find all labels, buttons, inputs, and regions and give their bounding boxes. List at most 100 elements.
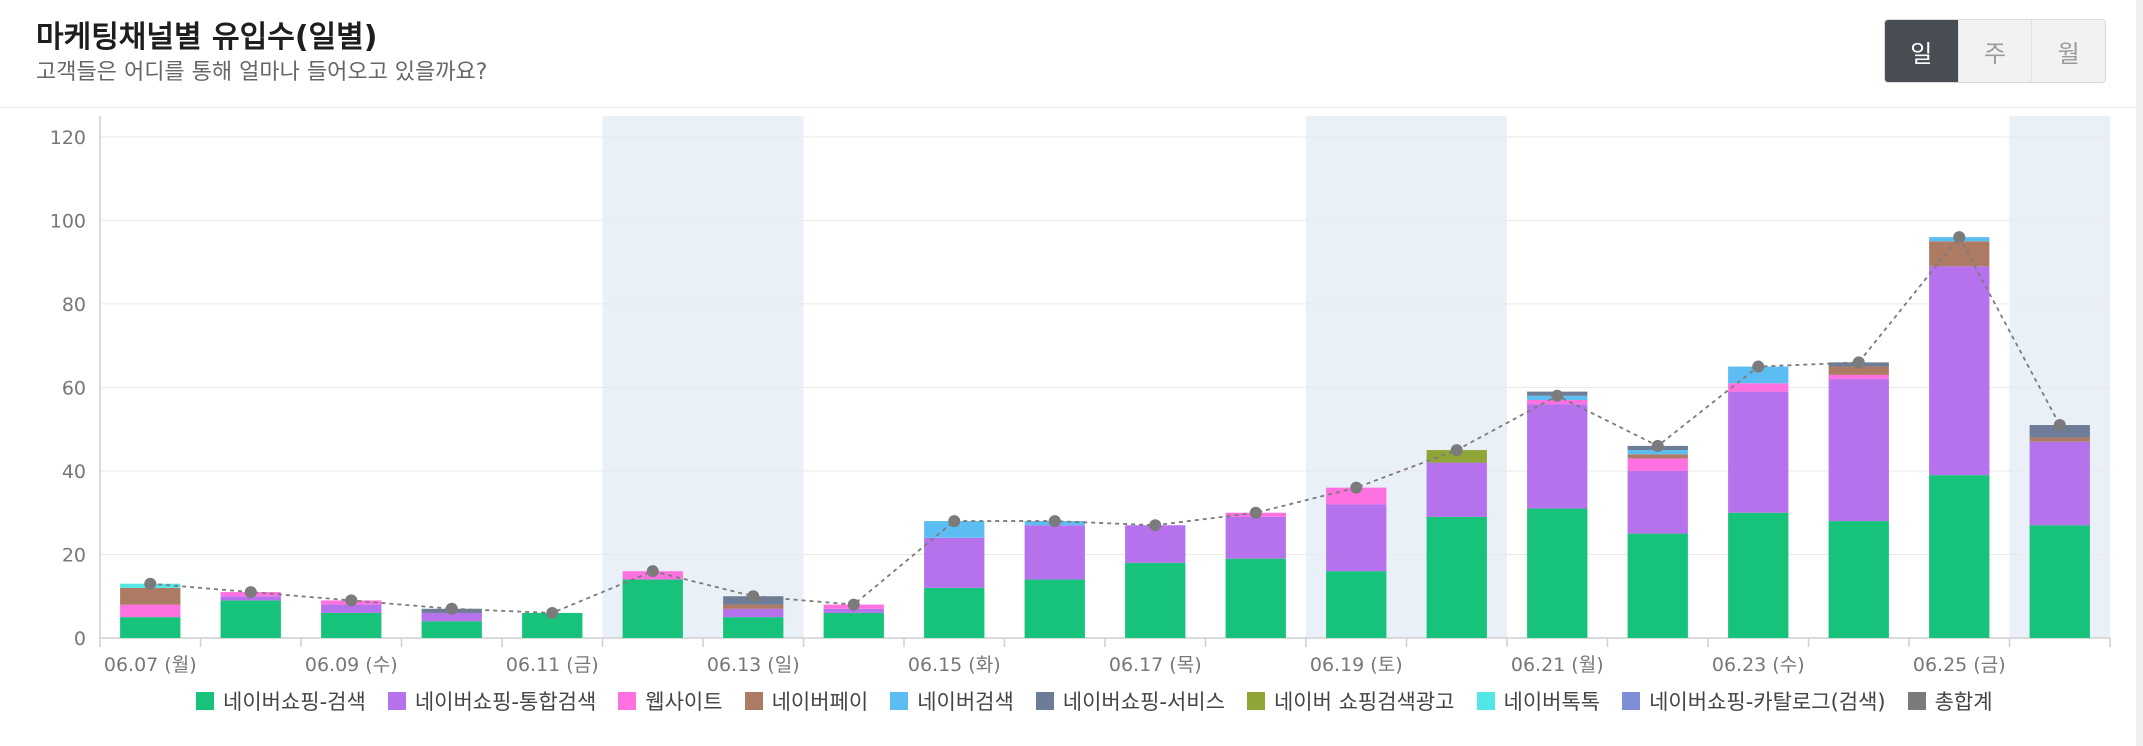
- legend-swatch: [618, 692, 637, 710]
- legend-swatch: [1476, 692, 1495, 710]
- total-point: [546, 606, 559, 619]
- period-daily-button[interactable]: 일: [1885, 20, 1958, 82]
- bar-segment: [220, 600, 281, 638]
- bar-segment: [823, 608, 884, 613]
- total-point: [646, 565, 659, 578]
- bar-segment: [1728, 366, 1789, 384]
- bar-segment: [1828, 379, 1889, 522]
- bar-segment: [1627, 470, 1688, 534]
- y-tick-label: 120: [50, 127, 86, 149]
- x-tick-label: 06.11 (금): [506, 654, 599, 676]
- chart-title: 마케팅채널별 유입수(일별): [36, 20, 378, 55]
- legend-label: 네이버쇼핑-통합검색: [414, 690, 597, 714]
- legend-item[interactable]: 네이버 쇼핑검색광고: [1246, 686, 1455, 716]
- total-point: [1953, 231, 1966, 244]
- legend-swatch: [744, 692, 763, 710]
- chart-header: 마케팅채널별 유입수(일별) 고객들은 어디를 통해 얼마나 들어오고 있을까요…: [0, 0, 2143, 108]
- legend-item[interactable]: 네이버검색: [890, 686, 1014, 716]
- x-tick-label: 06.07 (월): [104, 654, 197, 676]
- period-toggle: 일 주 월: [1884, 19, 2106, 83]
- period-monthly-button[interactable]: 월: [2031, 20, 2105, 82]
- legend-item[interactable]: 네이버쇼핑-카탈로그(검색): [1622, 686, 1886, 716]
- scrollbar-track[interactable]: [2136, 0, 2143, 746]
- legend-swatch: [1246, 692, 1265, 710]
- x-tick-label: 06.13 (일): [707, 654, 800, 676]
- bar-segment: [1326, 487, 1387, 505]
- total-point: [244, 586, 257, 599]
- x-tick-label: 06.17 (목): [1109, 654, 1202, 676]
- x-tick-label: 06.21 (월): [1511, 654, 1604, 676]
- legend-label: 네이버검색: [917, 690, 1014, 714]
- legend-swatch: [890, 692, 909, 710]
- bar-segment: [120, 617, 181, 638]
- legend-label: 네이버쇼핑-검색: [223, 690, 366, 714]
- weekend-band: [703, 116, 804, 638]
- bar-segment: [321, 604, 382, 613]
- legend-label: 네이버페이: [771, 690, 869, 714]
- total-point: [1048, 515, 1061, 528]
- bar-segment: [723, 604, 784, 609]
- x-tick-label: 06.09 (수): [305, 654, 398, 676]
- total-point: [144, 577, 157, 590]
- chart-legend: 네이버쇼핑-검색 네이버쇼핑-통합검색 웹사이트 네이버페이 네이버검색 네이버쇼핑-서비…: [196, 686, 2015, 716]
- bar-segment: [1929, 241, 1990, 267]
- bar-segment: [1728, 512, 1789, 638]
- bar-segment: [723, 608, 784, 618]
- legend-label: 웹사이트: [645, 690, 723, 714]
- total-point: [1249, 506, 1262, 519]
- stacked-bar-chart: 0 20 40 60 80 100 120 06.07 (월) 06.09 (수) 06.11 (…: [50, 116, 2111, 676]
- weekend-band: [602, 116, 703, 638]
- total-point: [1450, 444, 1463, 457]
- total-point: [1551, 389, 1564, 402]
- bar-segment: [1728, 391, 1789, 513]
- bar-segment: [421, 612, 482, 622]
- bar-segment: [1426, 450, 1487, 463]
- legend-label: 네이버 쇼핑검색광고: [1273, 690, 1455, 714]
- legend-swatch: [387, 692, 406, 710]
- y-tick-label: 60: [62, 377, 86, 399]
- bar-segment: [1225, 558, 1286, 638]
- total-point: [1350, 481, 1363, 494]
- bar-segment: [1326, 571, 1387, 638]
- legend-label: 네이버쇼핑-서비스: [1062, 690, 1225, 714]
- bar-segment: [2029, 525, 2090, 638]
- total-point: [948, 515, 961, 528]
- bar-segment: [220, 596, 281, 601]
- legend-item[interactable]: 네이버쇼핑-통합검색: [387, 686, 597, 716]
- legend-label: 네이버톡톡: [1503, 690, 1601, 714]
- y-tick-label: 0: [74, 628, 86, 650]
- bar-segment: [924, 537, 985, 588]
- y-tick-label: 80: [62, 294, 86, 316]
- legend-swatch: [1035, 692, 1054, 710]
- legend-item[interactable]: 웹사이트: [618, 686, 723, 716]
- legend-item[interactable]: 네이버쇼핑-검색: [196, 686, 366, 716]
- bar-segment: [1125, 562, 1186, 638]
- total-point: [345, 594, 358, 607]
- legend-item[interactable]: 총합계: [1907, 686, 1993, 716]
- x-tick-label: 06.25 (금): [1913, 654, 2006, 676]
- legend-label: 총합계: [1934, 690, 1993, 714]
- bar-segment: [1426, 462, 1487, 517]
- bar-segment: [321, 612, 382, 638]
- bar-segment: [1527, 508, 1588, 638]
- bar-segment: [1326, 504, 1387, 572]
- bar-segment: [1627, 450, 1688, 455]
- bar-segment: [723, 617, 784, 638]
- x-tick-label: 06.15 (화): [908, 654, 1001, 676]
- bar-segment: [1627, 454, 1688, 459]
- total-point: [747, 590, 760, 603]
- total-point: [1149, 519, 1162, 532]
- bar-segment: [120, 587, 181, 605]
- bar-segment: [1828, 521, 1889, 638]
- legend-swatch: [196, 692, 214, 710]
- period-weekly-button[interactable]: 주: [1957, 20, 2032, 82]
- bar-segment: [2029, 425, 2090, 438]
- total-point: [847, 598, 860, 611]
- legend-swatch: [1622, 692, 1641, 710]
- bar-segment: [1929, 475, 1990, 638]
- bar-segment: [1426, 516, 1487, 638]
- bar-segment: [1828, 366, 1889, 375]
- legend-item[interactable]: 네이버쇼핑-서비스: [1035, 686, 1225, 716]
- legend-item[interactable]: 네이버페이: [744, 686, 869, 716]
- legend-item[interactable]: 네이버톡톡: [1476, 686, 1601, 716]
